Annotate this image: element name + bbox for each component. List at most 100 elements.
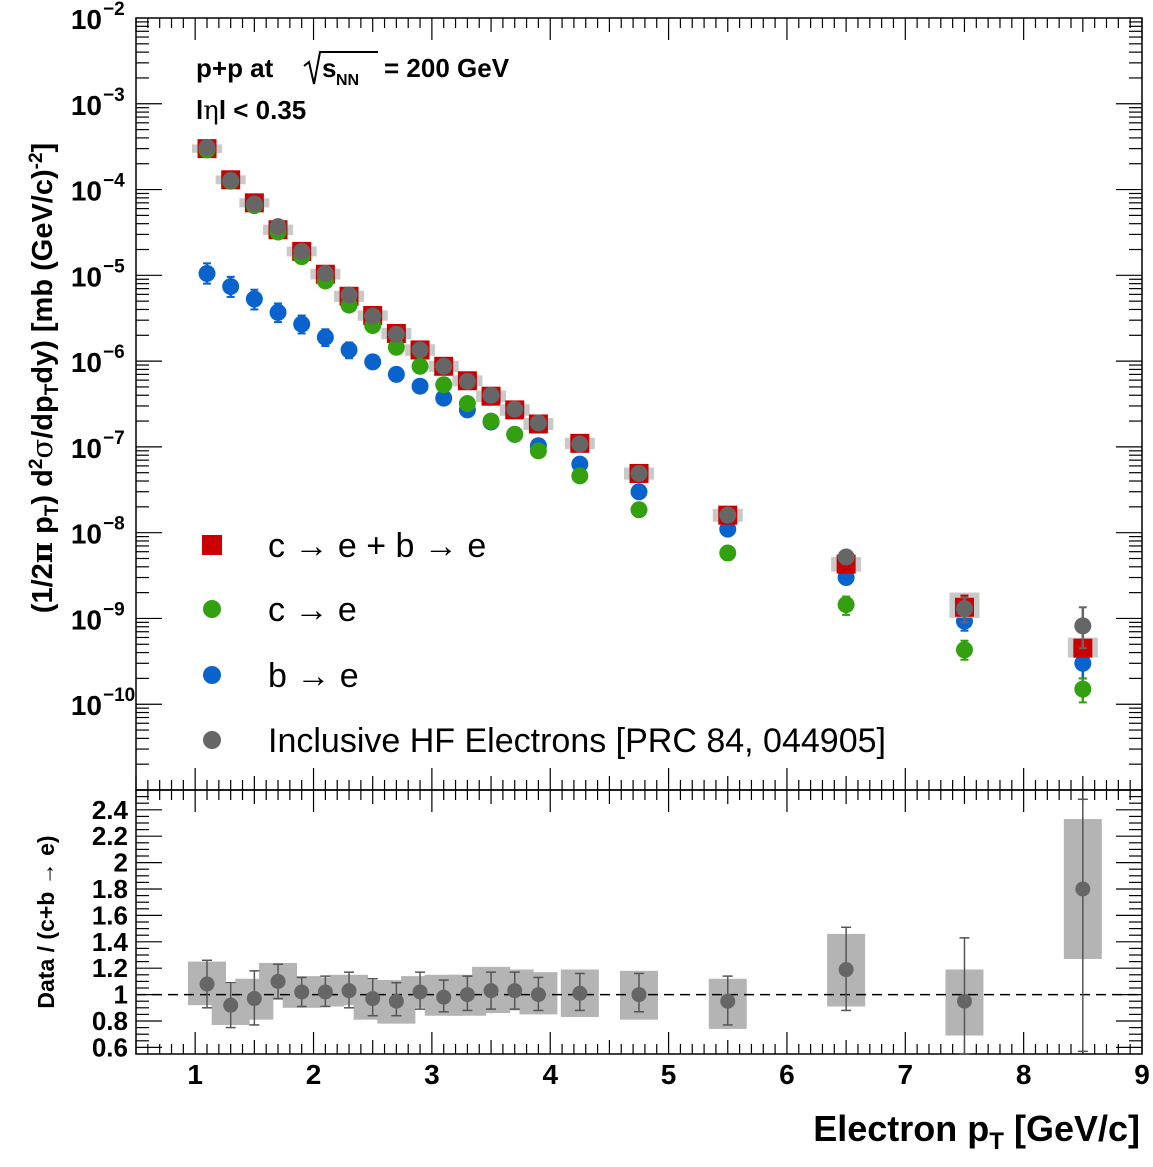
data-point [482, 412, 500, 430]
data-point [482, 386, 500, 404]
legend-entry: Inclusive HF Electrons [PRC 84, 044905] [203, 722, 886, 760]
data-point [1074, 680, 1092, 698]
ratio-y-tick-label: 1 [114, 980, 128, 1010]
data-point [387, 338, 405, 356]
data-point [293, 242, 311, 260]
ylabel-sub-t1: T [42, 504, 63, 516]
ratio-y-tick-label: 2.2 [92, 821, 128, 851]
ylabel-part-2: p [27, 516, 59, 542]
data-point [458, 395, 476, 413]
spectrum-y-axis-label: (1/2π pT) d2σ/dpTdy) [mb (GeV/c)-2] [25, 143, 63, 613]
ratio-y-tick-label: 1.6 [92, 900, 128, 930]
ratio-point [388, 993, 404, 1009]
data-point [837, 596, 855, 614]
data-point [955, 641, 973, 659]
ratio-y-tick-label: 2 [114, 848, 128, 878]
ratio-series [136, 798, 1142, 1055]
ylabel-part-6: ] [27, 143, 59, 153]
data-point [630, 483, 648, 501]
ratio-y-tick-label: 2.4 [92, 795, 129, 825]
ylabel-sup-2: 2 [26, 459, 47, 470]
ratio-point [1075, 881, 1091, 897]
y-tick-label-exponent: −5 [103, 256, 125, 277]
ratio-point [720, 993, 736, 1009]
ratio-point [223, 997, 239, 1013]
data-point [364, 307, 382, 325]
sqrt-s-label: s [322, 53, 336, 83]
data-point [411, 377, 429, 395]
x-tick-label: 1 [187, 1059, 203, 1090]
y-tick-label-exponent: −2 [103, 0, 125, 20]
y-tick-label: 10 [71, 347, 102, 378]
ratio-point [270, 973, 286, 989]
data-point [571, 435, 589, 453]
data-point [435, 389, 453, 407]
series-c-e-b-e [192, 139, 1098, 658]
ylabel-part-4: /dp [27, 395, 59, 439]
x-tick-label: 7 [898, 1059, 914, 1090]
ratio-y-tick-label: 1.8 [92, 874, 128, 904]
y-tick-label: 10 [71, 519, 102, 550]
data-point [506, 425, 524, 443]
data-point [837, 548, 855, 566]
y-tick-label-exponent: −7 [103, 428, 125, 449]
ratio-point [956, 993, 972, 1009]
data-point [435, 357, 453, 375]
ratio-point [246, 991, 262, 1007]
data-point [411, 357, 429, 375]
legend: c → e + b → e c → e b → e Inclusive HF Elec… [202, 527, 886, 760]
data-point [387, 365, 405, 383]
legend-marker-circle [203, 666, 221, 684]
ratio-y-tick-label: 1.4 [92, 927, 129, 957]
x-tick-label: 3 [424, 1059, 440, 1090]
xlabel-part-1: Electron p [813, 1108, 989, 1149]
ratio-y-tick-labels: 0.60.811.21.41.61.822.22.4 [92, 795, 129, 1063]
data-point [198, 265, 216, 283]
data-point [222, 278, 240, 296]
collision-annotation: p+p at s NN = 200 GeV lηl < 0.35 [196, 51, 510, 126]
data-point [506, 400, 524, 418]
ylabel-sigma: σ [25, 439, 59, 459]
data-point [364, 353, 382, 371]
ratio-point [341, 983, 357, 999]
data-point [1074, 617, 1092, 635]
eta-cut-label: lηl < 0.35 [196, 95, 306, 126]
collision-system-label: p+p at [196, 53, 274, 83]
x-tick-label: 6 [779, 1059, 795, 1090]
ylabel-part-5: dy) [mb (GeV/c) [27, 169, 59, 383]
beam-energy-label: = 200 GeV [384, 53, 510, 83]
data-point [411, 341, 429, 359]
ratio-ylabel-part-1: Data / (c+b [33, 892, 59, 1009]
eta-bar-right: l < 0.35 [219, 95, 306, 125]
data-point [529, 414, 547, 432]
xlabel-sub-t: T [989, 1128, 1004, 1155]
ratio-point [365, 991, 381, 1007]
y-tick-label: 10 [71, 176, 102, 207]
data-point [316, 265, 334, 283]
y-tick-label: 10 [71, 261, 102, 292]
ylabel-part-3: ) d [27, 469, 59, 504]
x-tick-label: 5 [661, 1059, 677, 1090]
data-point [222, 171, 240, 189]
y-tick-label-exponent: −8 [103, 514, 125, 535]
sqrt-s-subscript: NN [336, 72, 359, 89]
data-point [1074, 654, 1092, 672]
data-point [571, 467, 589, 485]
series-inclusive-hf-electrons-prc-84-044905- [198, 138, 1092, 650]
data-point [245, 290, 263, 308]
xlabel-part-2: [GeV/c] [1004, 1108, 1140, 1149]
legend-marker-circle [203, 600, 221, 618]
ratio-point [572, 985, 588, 1001]
data-point [340, 341, 358, 359]
legend-marker-circle [203, 731, 221, 749]
legend-entry: c → e [203, 591, 357, 629]
ratio-point [530, 987, 546, 1003]
ratio-point [631, 987, 647, 1003]
data-point [630, 501, 648, 519]
data-point [316, 328, 334, 346]
data-point [630, 464, 648, 482]
y-tick-label: 10 [71, 4, 102, 35]
